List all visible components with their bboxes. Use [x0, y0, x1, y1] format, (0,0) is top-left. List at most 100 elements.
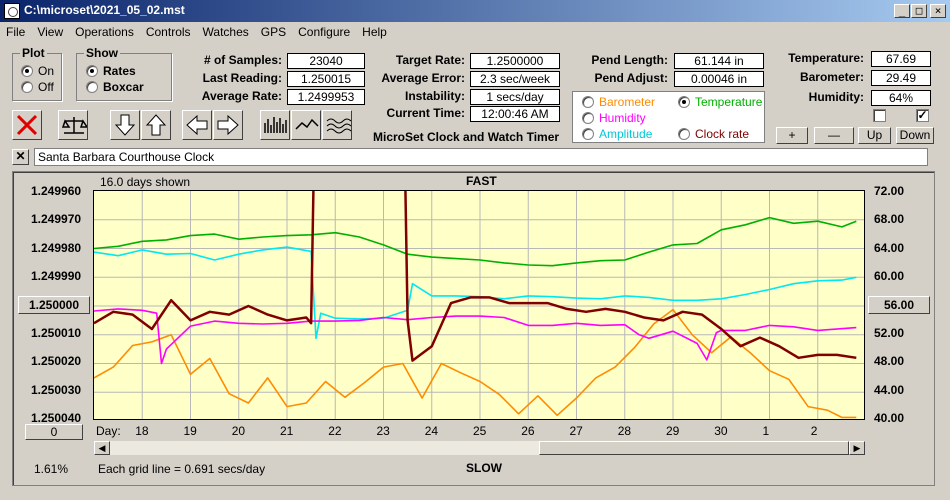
x-tick-label: 23	[376, 424, 390, 438]
current-time-value: 12:00:46 AM	[470, 106, 560, 122]
scroll-thumb[interactable]	[539, 441, 849, 455]
y-left-tick: 1.250010	[31, 326, 82, 340]
overlay-barometer-radio[interactable]	[582, 96, 594, 108]
bars-view-button[interactable]	[260, 110, 290, 140]
window-title: C:\microset\2021_05_02.mst	[24, 3, 185, 17]
days-shown-label: 16.0 days shown	[100, 175, 191, 189]
menu-configure[interactable]: Configure	[298, 25, 351, 39]
scroll-right-button[interactable]	[213, 110, 243, 140]
scroll-up-button[interactable]	[141, 110, 171, 140]
pend-adjust-value: 0.00046 in	[674, 71, 764, 87]
plot-area	[93, 190, 865, 420]
up-button[interactable]: Up	[858, 127, 891, 144]
barometer-value: 29.49	[871, 70, 931, 86]
pend-length-label: Pend Length:	[591, 53, 668, 67]
minus-button[interactable]: —	[814, 127, 854, 144]
chart-scrollbar[interactable]: ◀ ▶	[93, 440, 865, 456]
menu-help[interactable]: Help	[362, 25, 387, 39]
title-bar: C:\microset\2021_05_02.mst _ □ ×	[0, 0, 950, 22]
calibrate-button[interactable]	[58, 110, 88, 140]
fast-label: FAST	[466, 174, 497, 188]
x-tick-label: 25	[473, 424, 487, 438]
pend-length-value: 61.144 in	[674, 53, 764, 69]
plot-off-radio[interactable]	[21, 81, 33, 93]
minimize-icon[interactable]: _	[894, 4, 910, 18]
center-rate-button[interactable]: 1.250000	[18, 296, 90, 314]
plus-button[interactable]: +	[776, 127, 808, 144]
menu-view[interactable]: View	[37, 25, 64, 39]
y-right-tick: 72.00	[874, 184, 905, 198]
y-right-tick: 48.00	[874, 354, 905, 368]
line-view-button[interactable]	[291, 110, 321, 140]
y-left-tick: 1.249980	[31, 241, 82, 255]
menu-operations[interactable]: Operations	[75, 25, 134, 39]
instability-label: Instability:	[404, 89, 465, 103]
scroll-left-button[interactable]	[182, 110, 212, 140]
y-left-tick: 1.249970	[31, 212, 82, 226]
x-tick-label: 2	[810, 424, 818, 438]
overlay-temperature-radio[interactable]	[678, 96, 690, 108]
menu-watches[interactable]: Watches	[202, 25, 249, 39]
arrow-down-icon	[114, 114, 136, 136]
scroll-right-icon[interactable]: ▶	[849, 441, 865, 455]
y-right-tick: 40.00	[874, 411, 905, 425]
y-left-tick: 1.249960	[31, 184, 82, 198]
humidity-value: 64%	[871, 90, 931, 106]
y-left-tick: 1.250030	[31, 383, 82, 397]
overlay-humidity-radio[interactable]	[582, 112, 594, 124]
slow-label: SLOW	[466, 461, 502, 475]
series-humidity	[94, 308, 857, 365]
last-reading-value: 1.250015	[287, 71, 365, 87]
overlay-amplitude-label: Amplitude	[599, 127, 653, 141]
menu-gps[interactable]: GPS	[260, 25, 287, 39]
wave-icon	[326, 118, 351, 134]
zero-button[interactable]: 0	[25, 424, 83, 440]
plot-off-label: Off	[38, 80, 54, 94]
x-tick-label: 20	[231, 424, 246, 438]
pend-adjust-label: Pend Adjust:	[594, 71, 668, 85]
show-rates-label: Rates	[103, 64, 136, 78]
humidity-label: Humidity:	[808, 90, 864, 104]
overlay-barometer-label: Barometer	[599, 95, 656, 109]
scroll-left-icon[interactable]: ◀	[94, 441, 110, 455]
menu-file[interactable]: File	[6, 25, 26, 39]
app-icon	[4, 3, 20, 19]
y-right-tick: 60.00	[874, 269, 905, 283]
grid-note: Each grid line = 0.691 secs/day	[98, 462, 266, 476]
left-checkbox[interactable]	[873, 109, 886, 122]
arrow-right-icon	[217, 114, 239, 136]
menu-bar: File View Operations Controls Watches GPS Conf…	[0, 23, 950, 41]
samples-value: 23040	[287, 53, 365, 69]
menu-controls[interactable]: Controls	[145, 25, 191, 39]
wave-view-button[interactable]	[322, 110, 352, 140]
x-tick-label: 26	[521, 424, 535, 438]
scroll-down-button[interactable]	[110, 110, 140, 140]
right-checkbox[interactable]: ✓	[916, 108, 929, 122]
maximize-icon[interactable]: □	[911, 4, 927, 18]
arrow-left-icon	[186, 114, 208, 136]
show-boxcar-radio[interactable]	[86, 81, 98, 93]
clear-name-button[interactable]: ✕	[12, 149, 29, 165]
plot-on-radio[interactable]	[21, 65, 33, 77]
y-left-tick: 1.250040	[31, 411, 82, 425]
x-tick-label: 22	[328, 424, 342, 438]
down-button[interactable]: Down	[896, 127, 934, 144]
center-overlay-button[interactable]: 56.00	[868, 296, 930, 314]
close-icon[interactable]: ×	[930, 4, 946, 18]
x-tick-label: 19	[183, 424, 197, 438]
stop-button[interactable]	[12, 110, 42, 140]
y-right-tick: 64.00	[874, 241, 905, 255]
x-tick-label: 30	[714, 424, 728, 438]
overlay-amplitude-radio[interactable]	[582, 128, 594, 140]
x-tick-row: 18 19 20 21 22 23 24 25 26 27 28 29 30 1 2	[93, 424, 865, 438]
x-tick-label: 29	[666, 424, 680, 438]
overlay-clock-rate-label: Clock rate	[695, 127, 750, 141]
x-tick-label: 1	[762, 424, 770, 438]
y-left-tick: 1.250020	[31, 354, 82, 368]
show-rates-radio[interactable]	[86, 65, 98, 77]
app-title: MicroSet Clock and Watch Timer	[373, 130, 560, 144]
overlay-clock-rate-radio[interactable]	[678, 128, 690, 140]
y-left-tick: 1.249990	[31, 269, 82, 283]
watch-name-input[interactable]: Santa Barbara Courthouse Clock	[34, 148, 928, 166]
y-right-tick: 68.00	[874, 212, 905, 226]
